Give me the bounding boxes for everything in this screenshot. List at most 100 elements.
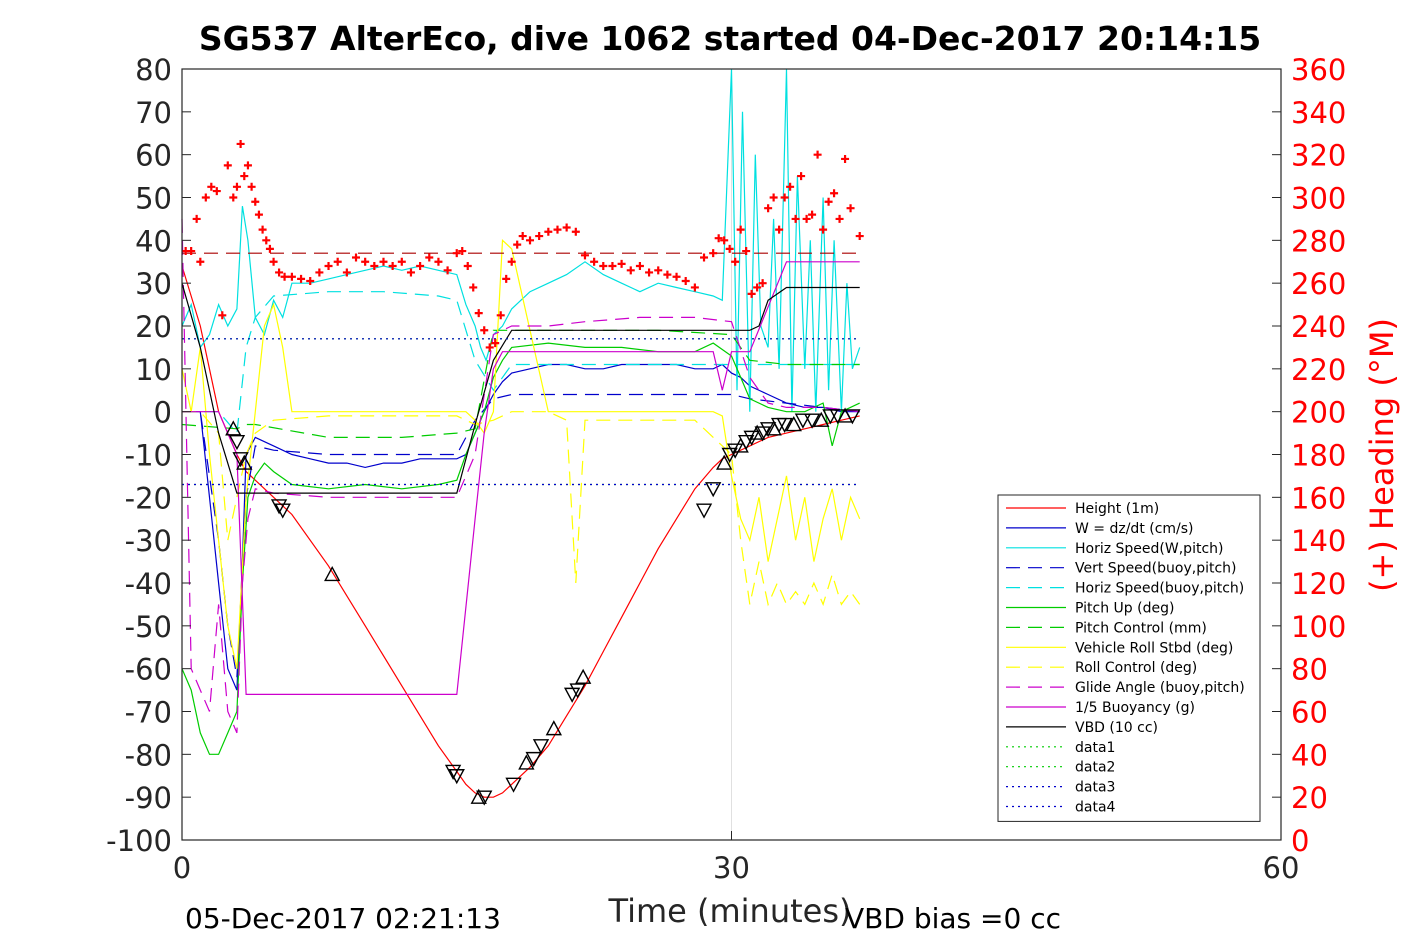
heading-point — [463, 262, 472, 271]
heading-point — [425, 253, 434, 262]
series-line-roll-control-deg — [182, 411, 861, 607]
legend-label: Glide Angle (buoy,pitch) — [1075, 680, 1245, 696]
heading-point — [243, 161, 252, 170]
triangle-marker — [737, 434, 755, 451]
legend-label: data1 — [1075, 740, 1115, 756]
heading-point — [672, 272, 681, 281]
triangle-marker — [236, 454, 253, 470]
legend-label: Pitch Control (mm) — [1075, 620, 1207, 636]
heading-point — [786, 182, 795, 191]
heading-point — [333, 257, 342, 266]
heading-point — [736, 225, 745, 234]
heading-point — [370, 262, 379, 271]
triangle-marker — [776, 417, 793, 433]
y2-tick-label: 0 — [1291, 824, 1309, 858]
series-line-pitch-control-mm — [181, 329, 860, 438]
legend: Height (1m) W = dz/dt (cm/s) Horiz Speed(W… — [997, 494, 1261, 822]
triangle-marker — [563, 687, 581, 703]
y2-tick-label: 220 — [1291, 353, 1346, 387]
heading-point — [714, 234, 723, 243]
y2-tick-label: 60 — [1291, 696, 1328, 730]
triangle-marker — [705, 482, 722, 498]
y-tick-label: 60 — [135, 139, 172, 173]
heading-point — [617, 259, 626, 268]
heading-point — [764, 204, 773, 213]
legend-label: data4 — [1075, 800, 1116, 816]
heading-point — [496, 311, 505, 320]
heading-point — [265, 244, 274, 253]
triangle-marker — [748, 424, 766, 440]
triangle-marker — [721, 447, 738, 463]
heading-point — [824, 197, 833, 206]
heading-point — [192, 214, 201, 223]
heading-point — [443, 266, 452, 275]
triangle-marker — [270, 499, 288, 515]
triangle-marker — [274, 503, 291, 519]
y2-tick-label: 120 — [1291, 567, 1346, 601]
triangle-marker — [448, 769, 465, 785]
y2-tick-label: 80 — [1291, 653, 1328, 687]
heading-point — [251, 197, 260, 206]
triangle-marker — [813, 411, 830, 427]
heading-point — [769, 193, 778, 202]
heading-point — [709, 249, 718, 258]
heading-point — [808, 210, 817, 219]
y2-tick-label: 140 — [1291, 524, 1346, 558]
legend-label: W = dz/dt (cm/s) — [1075, 521, 1194, 537]
heading-point — [562, 223, 571, 232]
heading-point — [681, 277, 690, 286]
y2-tick-label: 340 — [1291, 96, 1346, 130]
y-tick-label: 10 — [135, 353, 172, 387]
heading-point — [388, 262, 397, 271]
footer-timestamp: 05-Dec-2017 02:21:13 — [185, 902, 501, 935]
y2-tick-label: 100 — [1291, 610, 1346, 644]
triangle-marker — [569, 683, 586, 699]
series-line-glide-angle-buoy-pitch — [181, 218, 860, 734]
triangle-marker — [232, 452, 249, 468]
series-line-vert-speed-buoy-pitch — [182, 393, 860, 678]
triangle-marker — [574, 668, 592, 684]
legend-label: 1/5 Buoyancy (g) — [1075, 700, 1195, 716]
heading-point — [608, 262, 617, 271]
triangle-marker — [505, 777, 522, 793]
heading-point — [663, 270, 672, 279]
legend-label: Height (1m) — [1075, 501, 1159, 517]
heading-point — [306, 277, 315, 286]
y-tick-label: -60 — [125, 653, 172, 687]
y2-tick-label: 200 — [1291, 396, 1346, 430]
heading-point — [434, 257, 443, 266]
series-line-horiz-speed-buoy-pitch — [182, 291, 860, 435]
y-tick-label: -10 — [125, 439, 172, 473]
heading-point — [775, 225, 784, 234]
legend-label: data2 — [1075, 760, 1115, 776]
triangle-marker — [785, 416, 802, 432]
y-tick-label: -80 — [125, 738, 172, 772]
heading-point — [207, 182, 216, 191]
y2-tick-label: 320 — [1291, 139, 1346, 173]
heading-point — [747, 289, 756, 298]
heading-point — [502, 274, 511, 283]
heading-point — [855, 232, 864, 241]
series-line-1-5-buoyancy-g — [182, 261, 860, 696]
legend-label: Vert Speed(buoy,pitch) — [1075, 561, 1237, 577]
legend-label: VBD (10 cc) — [1075, 720, 1158, 736]
triangle-marker — [228, 434, 246, 451]
heading-point — [590, 257, 599, 266]
y-tick-label: 50 — [135, 182, 172, 216]
y-tick-label: 20 — [135, 310, 172, 344]
x-tick-label: 60 — [1263, 851, 1300, 885]
heading-point — [397, 257, 406, 266]
heading-point — [287, 272, 296, 281]
heading-point — [187, 247, 196, 256]
x-tick-label: 0 — [173, 851, 191, 885]
y-tick-label: -90 — [125, 781, 172, 815]
heading-point — [258, 225, 267, 234]
heading-point — [742, 247, 751, 256]
y2-tick-label: 360 — [1291, 53, 1346, 87]
heading-point — [535, 232, 544, 241]
triangle-marker — [532, 739, 550, 755]
heading-point — [780, 193, 789, 202]
heading-point — [458, 247, 467, 256]
heading-point — [580, 251, 589, 260]
